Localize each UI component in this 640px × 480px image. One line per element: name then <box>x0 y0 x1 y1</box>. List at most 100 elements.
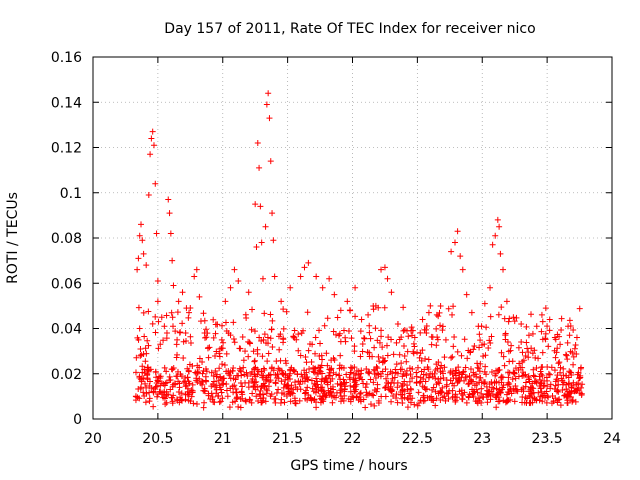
data-point <box>501 362 508 369</box>
data-point <box>222 298 229 305</box>
data-point <box>152 313 159 320</box>
data-point <box>551 386 558 393</box>
data-point <box>576 305 583 312</box>
data-point <box>378 327 385 334</box>
data-point <box>169 400 176 407</box>
data-point <box>578 364 585 371</box>
data-point <box>556 359 563 366</box>
data-point <box>545 343 552 350</box>
data-point <box>529 350 536 357</box>
data-point <box>313 404 320 411</box>
data-point <box>504 338 511 345</box>
data-point <box>361 335 368 342</box>
data-point <box>519 394 526 401</box>
data-point <box>512 388 519 395</box>
data-point <box>212 330 219 337</box>
data-point <box>294 386 301 393</box>
data-point <box>185 368 192 375</box>
data-point <box>445 395 452 402</box>
data-point <box>575 369 582 376</box>
data-point <box>479 342 486 349</box>
data-point <box>226 404 233 411</box>
data-point <box>427 302 434 309</box>
data-point <box>217 398 224 405</box>
data-point <box>199 378 206 385</box>
data-point <box>147 378 154 385</box>
data-point <box>500 266 507 273</box>
data-point <box>529 385 536 392</box>
data-point <box>544 383 551 390</box>
data-point <box>410 350 417 357</box>
data-point <box>145 342 152 349</box>
data-point <box>341 386 348 393</box>
data-point <box>378 266 385 273</box>
data-point <box>341 392 348 399</box>
data-point <box>353 393 360 400</box>
data-point <box>258 383 265 390</box>
data-point <box>153 230 160 237</box>
data-point <box>263 101 270 108</box>
data-point <box>573 388 580 395</box>
data-point <box>253 378 260 385</box>
data-point <box>494 391 501 398</box>
data-point <box>166 210 173 217</box>
data-point <box>378 333 385 340</box>
data-point <box>366 322 373 329</box>
data-point <box>296 397 303 404</box>
data-point <box>257 203 264 210</box>
data-point <box>399 399 406 406</box>
data-point <box>505 348 512 355</box>
data-point <box>329 383 336 390</box>
data-point <box>488 368 495 375</box>
data-point <box>518 320 525 327</box>
data-point <box>256 334 263 341</box>
data-point <box>460 368 467 375</box>
data-point <box>577 374 584 381</box>
data-point <box>376 339 383 346</box>
data-point <box>172 381 179 388</box>
x-tick-label: 21.5 <box>272 431 303 447</box>
x-tick-label: 20 <box>84 431 102 447</box>
data-point <box>476 395 483 402</box>
data-point <box>493 385 500 392</box>
data-point <box>414 364 421 371</box>
data-point <box>384 352 391 359</box>
data-point <box>388 398 395 405</box>
y-tick-label: 0.12 <box>51 141 82 157</box>
data-point <box>264 334 271 341</box>
data-point <box>547 385 554 392</box>
data-point <box>161 323 168 330</box>
data-point <box>193 401 200 408</box>
data-point <box>337 387 344 394</box>
data-point <box>500 353 507 360</box>
data-point <box>545 370 552 377</box>
x-tick-label: 21 <box>214 431 232 447</box>
data-point <box>420 371 427 378</box>
data-point <box>201 387 208 394</box>
data-point <box>476 397 483 404</box>
data-point <box>295 378 302 385</box>
data-point <box>272 399 279 406</box>
data-point <box>351 348 358 355</box>
data-point <box>450 343 457 350</box>
data-point <box>433 342 440 349</box>
data-point <box>213 348 220 355</box>
data-point <box>304 309 311 316</box>
data-point <box>535 355 542 362</box>
data-point <box>346 307 353 314</box>
data-point <box>558 327 565 334</box>
data-point <box>178 373 185 380</box>
data-point <box>223 350 230 357</box>
data-point <box>403 327 410 334</box>
data-point <box>139 237 146 244</box>
y-tick-label: 0 <box>73 412 82 428</box>
data-point <box>548 400 555 407</box>
data-point <box>210 398 217 405</box>
data-point <box>429 373 436 380</box>
data-point <box>243 314 250 321</box>
data-point <box>222 319 229 326</box>
data-point <box>465 347 472 354</box>
data-point <box>182 378 189 385</box>
data-point <box>262 398 269 405</box>
data-point <box>167 386 174 393</box>
